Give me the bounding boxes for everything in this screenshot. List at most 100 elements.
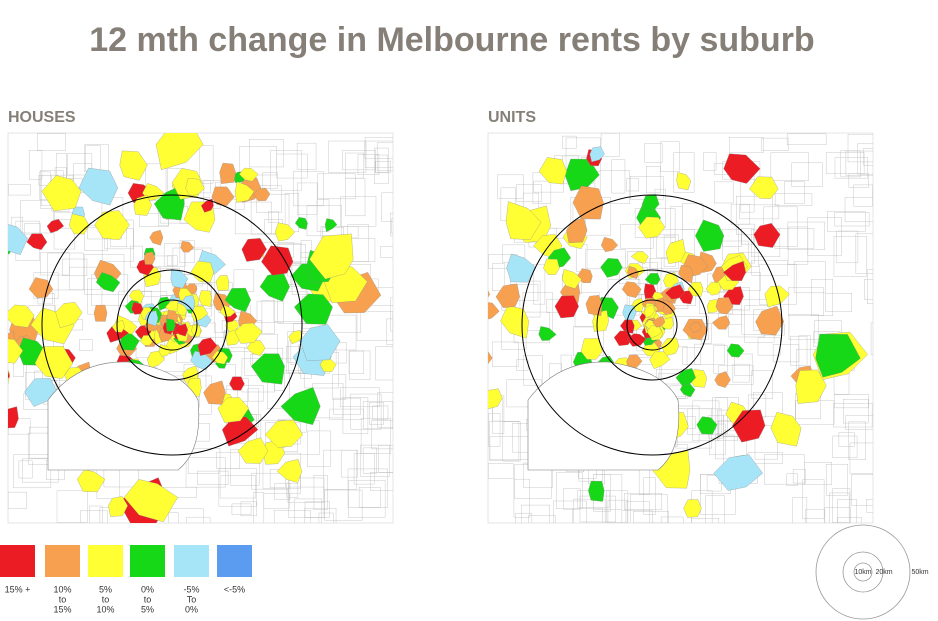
suburb-boundary bbox=[357, 154, 380, 175]
suburb bbox=[538, 157, 567, 185]
suburb bbox=[753, 223, 781, 248]
suburb-boundary bbox=[802, 479, 825, 519]
map bbox=[488, 133, 873, 523]
suburb-boundary bbox=[792, 497, 808, 523]
suburb bbox=[488, 388, 503, 410]
suburb-boundary bbox=[573, 498, 606, 523]
suburb-boundary bbox=[832, 435, 858, 458]
suburb bbox=[251, 353, 285, 385]
suburb bbox=[714, 371, 731, 388]
suburb-boundary bbox=[84, 227, 108, 251]
suburb-boundary bbox=[556, 472, 583, 509]
suburb-boundary bbox=[834, 394, 869, 409]
suburb-boundary bbox=[792, 469, 806, 484]
suburb bbox=[111, 320, 125, 333]
suburb bbox=[588, 480, 605, 502]
suburb-boundary bbox=[521, 504, 550, 523]
suburb-boundary bbox=[345, 152, 364, 179]
suburb-boundary bbox=[492, 341, 519, 367]
suburb bbox=[711, 315, 731, 330]
suburb bbox=[131, 301, 144, 315]
suburb bbox=[24, 378, 58, 407]
suburb bbox=[589, 146, 605, 163]
suburb-boundary bbox=[341, 450, 358, 478]
legend-swatch bbox=[130, 545, 165, 577]
suburb-boundary bbox=[218, 468, 257, 507]
scale-label: 50km bbox=[911, 569, 928, 576]
bay bbox=[47, 361, 200, 471]
suburb bbox=[158, 344, 171, 357]
legend-label: 5% bbox=[141, 604, 154, 614]
maps bbox=[8, 133, 873, 523]
suburb-boundary bbox=[489, 421, 520, 461]
scale-ring bbox=[853, 562, 873, 582]
suburb bbox=[626, 333, 647, 347]
suburb-boundary bbox=[294, 498, 322, 523]
suburb-boundary bbox=[364, 140, 393, 159]
suburb bbox=[229, 376, 245, 391]
suburb-boundary bbox=[390, 297, 393, 332]
suburb bbox=[190, 260, 214, 283]
suburb-boundary bbox=[761, 137, 789, 151]
suburb-boundary bbox=[599, 170, 630, 204]
suburb-boundary bbox=[369, 402, 384, 425]
suburb-boundary bbox=[705, 495, 725, 523]
suburb bbox=[149, 229, 164, 246]
suburb bbox=[585, 295, 603, 316]
suburb bbox=[276, 459, 303, 483]
scale-label: 10km bbox=[854, 569, 871, 576]
suburb bbox=[688, 322, 702, 333]
suburb bbox=[234, 181, 255, 203]
suburb-boundary bbox=[847, 134, 873, 163]
suburb-boundary bbox=[372, 405, 389, 420]
suburb-boundary bbox=[848, 421, 866, 461]
legend-label: 5% bbox=[99, 584, 112, 594]
suburb-boundary bbox=[753, 392, 783, 418]
suburb-boundary bbox=[350, 393, 382, 430]
suburb bbox=[601, 237, 619, 252]
legend-label: to bbox=[102, 594, 110, 604]
distance-ring bbox=[596, 269, 708, 381]
suburb-boundary bbox=[20, 200, 54, 234]
suburb bbox=[211, 186, 235, 207]
legend-label: To bbox=[187, 594, 197, 604]
suburb-boundary bbox=[374, 161, 391, 173]
suburb bbox=[488, 351, 493, 365]
distance-ring bbox=[521, 194, 783, 456]
legend-label: <-5% bbox=[224, 584, 245, 594]
suburb-boundary bbox=[186, 516, 211, 523]
distance-ring bbox=[116, 269, 228, 381]
suburb-boundary bbox=[296, 142, 317, 170]
suburb bbox=[241, 238, 267, 262]
suburb bbox=[683, 499, 702, 518]
suburb bbox=[665, 239, 686, 264]
suburb-boundary bbox=[22, 458, 59, 483]
suburb-boundary bbox=[129, 245, 143, 268]
suburb-boundary bbox=[56, 490, 88, 523]
suburb-boundary bbox=[62, 258, 88, 277]
suburb bbox=[191, 305, 208, 322]
legend-label: 10% bbox=[96, 604, 114, 614]
legend-label: 15% + bbox=[5, 584, 31, 594]
suburb bbox=[28, 277, 54, 299]
suburb-boundary bbox=[805, 509, 826, 523]
suburb-boundary bbox=[786, 133, 827, 146]
suburb-boundary bbox=[834, 157, 868, 179]
suburb-boundary bbox=[572, 508, 604, 523]
suburb-boundary bbox=[270, 150, 302, 191]
suburb-boundary bbox=[842, 398, 869, 424]
suburb bbox=[715, 297, 734, 315]
suburb-boundary bbox=[317, 173, 356, 200]
suburb-boundary bbox=[287, 486, 324, 503]
suburb-boundary bbox=[348, 350, 364, 374]
suburb-boundary bbox=[488, 463, 514, 479]
suburb bbox=[253, 187, 271, 202]
scale-ring bbox=[842, 551, 884, 593]
suburb bbox=[246, 340, 266, 356]
suburb-boundary bbox=[837, 517, 862, 523]
suburb-boundary bbox=[751, 260, 788, 276]
suburb-boundary bbox=[739, 204, 780, 220]
legend-label: 0% bbox=[185, 604, 198, 614]
suburb bbox=[155, 133, 204, 170]
suburb-boundary bbox=[371, 420, 393, 450]
